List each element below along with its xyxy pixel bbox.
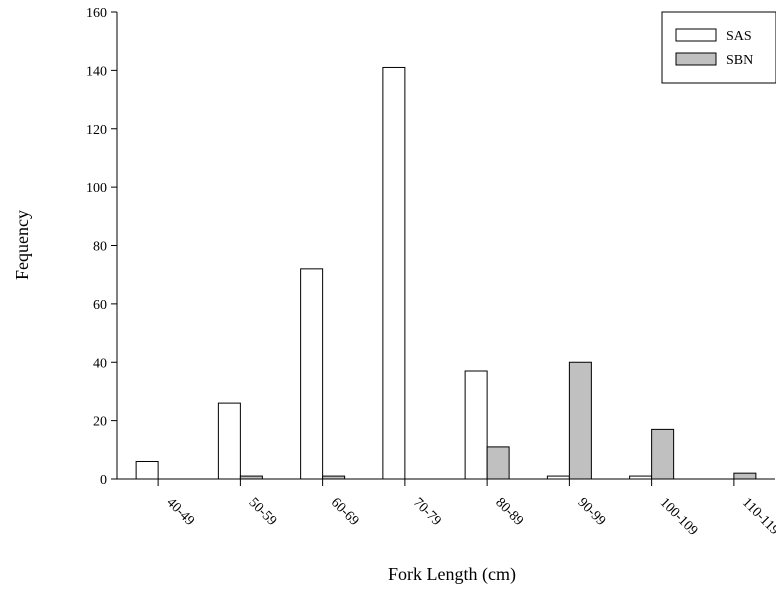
x-tick-label: 50-59 bbox=[246, 495, 280, 529]
legend-label-sbn: SBN bbox=[726, 53, 753, 68]
y-tick-label: 100 bbox=[86, 181, 107, 196]
bar-sbn-100-109 bbox=[651, 428, 675, 480]
legend-swatch-sbn bbox=[675, 52, 717, 66]
bar-sbn-60-69 bbox=[322, 475, 346, 480]
bar-sbn-80-89 bbox=[486, 446, 510, 480]
x-tick-label: 60-69 bbox=[328, 495, 362, 529]
bar-sas-60-69 bbox=[300, 268, 324, 480]
bar-sbn-90-99 bbox=[568, 361, 592, 480]
y-axis-label: Fequency bbox=[12, 210, 32, 280]
x-tick-label: 70-79 bbox=[410, 495, 444, 529]
x-axis-label: Fork Length (cm) bbox=[388, 564, 516, 585]
y-tick-label: 160 bbox=[86, 6, 107, 21]
x-tick-label: 40-49 bbox=[163, 495, 197, 529]
bar-sas-80-89 bbox=[464, 370, 488, 480]
x-tick-label: 90-99 bbox=[575, 495, 609, 529]
bar-sas-70-79 bbox=[382, 66, 406, 480]
bar-sbn-110-119 bbox=[733, 472, 757, 480]
y-tick-label: 40 bbox=[93, 356, 107, 371]
y-tick-label: 140 bbox=[86, 64, 107, 79]
x-tick-label: 110-119 bbox=[739, 495, 776, 538]
y-tick-label: 20 bbox=[93, 415, 107, 430]
y-tick-label: 80 bbox=[93, 240, 107, 255]
legend-swatch-sas bbox=[675, 28, 717, 42]
x-tick-label: 80-89 bbox=[492, 495, 526, 529]
bar-sas-100-109 bbox=[629, 475, 653, 480]
plot-area: 0 20 40 60 80 100 120 140 160 40-49 50-59 60-69 70-7… bbox=[86, 6, 776, 539]
y-tick-label: 0 bbox=[100, 473, 107, 488]
legend-label-sas: SAS bbox=[726, 29, 752, 44]
bar-sas-90-99 bbox=[546, 475, 570, 480]
bar-sas-40-49 bbox=[135, 460, 159, 480]
legend-box bbox=[661, 11, 776, 84]
x-tick-label: 100-109 bbox=[657, 495, 701, 539]
y-tick-label: 120 bbox=[86, 123, 107, 138]
bar-sas-50-59 bbox=[217, 402, 241, 480]
y-tick-label: 60 bbox=[93, 298, 107, 313]
bar-sbn-50-59 bbox=[239, 475, 263, 480]
